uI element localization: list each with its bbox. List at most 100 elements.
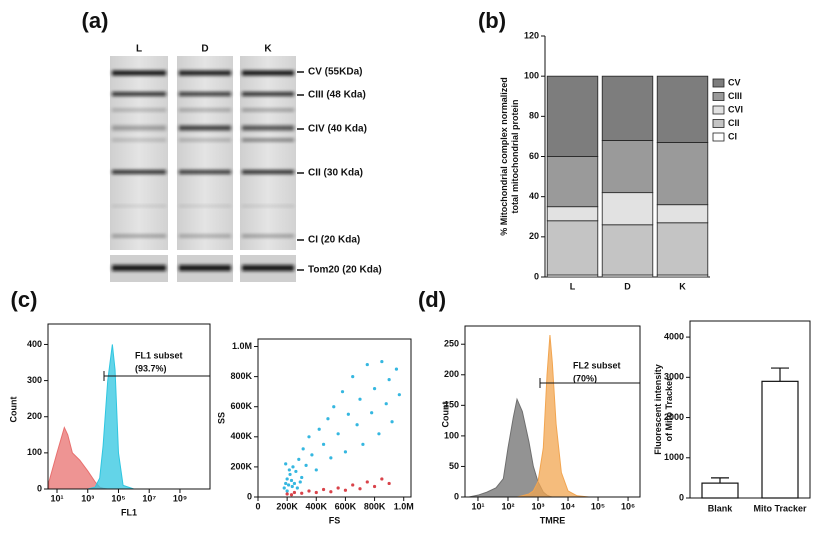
scatter-point	[326, 417, 330, 421]
scatter-point	[291, 465, 295, 469]
legend-swatch	[712, 119, 725, 128]
x-tick-label: 10⁵	[111, 493, 125, 503]
blot-band	[179, 70, 231, 76]
blot-band	[112, 170, 166, 174]
scatter-point	[321, 487, 326, 492]
x-tick-label: 10⁵	[591, 501, 605, 511]
scatter-point	[351, 375, 355, 379]
scatter-point	[346, 412, 350, 416]
bar-segment	[601, 75, 654, 141]
x-tick-label: 10⁶	[621, 501, 635, 511]
x-tick-label: 10³	[531, 501, 544, 511]
blot-band	[179, 265, 231, 271]
error-bar	[771, 367, 789, 382]
y-tick-label: 250	[444, 339, 459, 349]
scatter-point	[287, 468, 291, 472]
y-tick-label: 150	[444, 400, 459, 410]
y-axis-label: Fluorescent intensity	[653, 364, 663, 455]
blot-band	[179, 125, 231, 131]
scatter-point	[289, 478, 294, 483]
x-tick-label: D	[624, 281, 631, 291]
bar-segment	[546, 156, 599, 208]
scatter-point	[390, 420, 394, 424]
histogram-area	[468, 397, 589, 498]
scatter-point	[310, 453, 314, 457]
blot-band	[242, 125, 294, 131]
legend-label: CIII	[728, 91, 742, 101]
scatter-point	[365, 362, 369, 367]
scatter-point	[285, 489, 289, 493]
panel-label: (a)	[82, 8, 109, 33]
y-axis-label: % Mitochondrial complex normalized	[499, 77, 509, 236]
scatter-point	[290, 484, 294, 489]
scatter-point	[314, 490, 318, 495]
scatter-point	[336, 486, 340, 490]
blot-band	[242, 170, 294, 174]
blot-band	[242, 92, 294, 96]
bar-segment	[546, 206, 599, 222]
bar-segment	[601, 224, 654, 276]
x-tick-label: 400K	[306, 501, 328, 511]
scatter-point	[317, 427, 321, 431]
scatter-point	[394, 367, 399, 371]
blot-band	[179, 234, 231, 238]
scatter-point	[292, 490, 297, 495]
scatter-point	[307, 489, 311, 493]
blot-band	[242, 138, 294, 142]
panel-label: (b)	[478, 8, 506, 33]
blot-lane	[240, 56, 296, 250]
x-tick-label: 1.0M	[394, 501, 414, 511]
legend-label: CI	[728, 131, 737, 141]
y-tick-label: 0	[37, 483, 42, 493]
blot-band	[179, 170, 231, 174]
panel-label: (c)	[11, 287, 38, 312]
y-tick-label: 4000	[664, 331, 684, 341]
y-axis-label: of Mito Tracker	[664, 377, 674, 442]
bar-segment	[656, 75, 709, 143]
y-tick-label: 400	[27, 339, 42, 349]
scatter-point	[292, 481, 297, 486]
legend-label: CVI	[728, 104, 743, 114]
x-axis-label: FL1	[121, 507, 137, 517]
blot-band	[179, 138, 231, 142]
x-tick-label: K	[679, 281, 686, 291]
scatter-point	[332, 405, 336, 409]
scatter-point	[307, 435, 311, 439]
annotation: (70%)	[573, 373, 597, 383]
blot-band	[112, 265, 166, 271]
y-axis-label: Count	[440, 402, 450, 428]
scatter-point	[288, 472, 292, 477]
band-label: CIII (48 Kda)	[308, 90, 366, 101]
y-tick-label: 100	[524, 71, 539, 81]
scatter-point	[343, 488, 348, 492]
scatter-point	[358, 487, 362, 491]
x-tick-label: Mito Tracker	[753, 503, 807, 513]
scatter-point	[329, 456, 333, 460]
blot-band	[179, 205, 231, 207]
scatter-point	[372, 387, 377, 391]
blot-band	[242, 234, 294, 238]
blot-band	[112, 108, 166, 112]
x-tick-label: L	[570, 281, 576, 291]
x-tick-label: 10¹	[471, 501, 484, 511]
x-axis-label: TMRE	[540, 515, 566, 525]
scatter-point	[287, 483, 291, 487]
y-tick-label: 100	[444, 430, 459, 440]
y-axis-label: total mitochondrial protein	[510, 100, 520, 214]
y-tick-label: 0	[534, 271, 539, 281]
western-blot: L D K CV (55KDa) CIII (48 Kda) CIV (40 Kda) CI…	[110, 44, 382, 282]
annotation: (93.7%)	[135, 363, 167, 373]
annotation: FL2 subset	[573, 360, 621, 370]
plot-frame	[257, 338, 412, 498]
y-tick-label: 1.0M	[232, 341, 252, 351]
scatter-point	[304, 463, 308, 467]
scatter-point	[282, 486, 286, 490]
blot-lane	[177, 56, 233, 250]
y-tick-label: 50	[449, 461, 459, 471]
scatter-point	[387, 481, 391, 486]
scatter-point	[329, 490, 333, 494]
x-tick-label: 800K	[364, 501, 386, 511]
blot-band	[242, 205, 294, 207]
bar-segment	[656, 204, 709, 224]
